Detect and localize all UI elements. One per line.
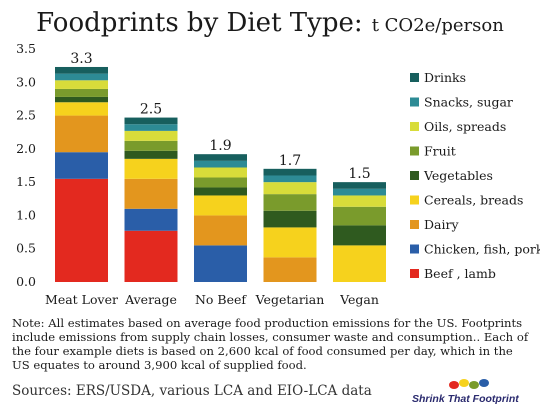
- shrink-that-footprint-logo: Shrink That Footprint: [406, 376, 534, 406]
- bar-segment: [333, 225, 386, 246]
- bar-segment: [194, 177, 247, 188]
- stacked-bar-chart: 0.0 0.5 1.0 1.5 2.0 2.5 3.0 3.5 3.3 Meat Lover 2.…: [16, 41, 540, 307]
- bar-segment: [124, 140, 178, 151]
- legend-swatch: [410, 244, 419, 254]
- footprint-icon: [449, 379, 489, 389]
- bar-segment: [263, 194, 317, 211]
- legend: Drinks Snacks, sugar Oils, spreads Fruit Veg…: [410, 70, 540, 281]
- legend-swatch: [410, 97, 419, 107]
- bar-segment: [194, 245, 247, 282]
- x-category-label: Vegan: [339, 292, 379, 307]
- legend-label: Chicken, fish, pork: [424, 242, 540, 257]
- legend-swatch: [410, 269, 419, 278]
- bar-segment: [263, 257, 317, 282]
- bar-segment: [55, 66, 108, 74]
- y-tick-label: 1.5: [16, 174, 36, 189]
- bar-segment: [55, 88, 108, 97]
- y-tick-label: 2.5: [16, 108, 36, 123]
- bar-segment: [55, 115, 108, 153]
- bar-segment: [55, 73, 108, 81]
- y-tick-label: 2.0: [16, 141, 36, 156]
- bar-segment: [194, 167, 247, 178]
- legend-label: Fruit: [424, 144, 456, 159]
- bar-segment: [194, 187, 247, 196]
- bar-segment: [55, 80, 108, 89]
- legend-label: Snacks, sugar: [424, 95, 513, 110]
- logo-text: Shrink That Footprint: [412, 393, 519, 405]
- y-tick-label: 0.5: [16, 241, 36, 256]
- bar-segment: [55, 152, 108, 179]
- legend-label: Oils, spreads: [424, 119, 506, 134]
- bar-segment: [333, 182, 386, 189]
- legend-label: Cereals, breads: [424, 193, 523, 208]
- bar-segment: [124, 158, 178, 179]
- bar-segment: [263, 227, 317, 258]
- bar-segment: [194, 195, 247, 216]
- legend-label: Vegetables: [423, 168, 493, 183]
- bar-segment: [263, 168, 317, 176]
- legend-label: Drinks: [424, 70, 466, 85]
- footnote: Note: All estimates based on average foo…: [12, 316, 529, 372]
- chart-title-unit: t CO2e/person: [371, 15, 504, 36]
- y-tick-label: 1.0: [16, 207, 36, 222]
- y-tick-label: 3.5: [16, 41, 36, 56]
- bar-segment: [124, 124, 178, 131]
- x-category-label: Meat Lover: [45, 292, 118, 307]
- bar-segment: [55, 102, 108, 116]
- y-tick-label: 0.0: [16, 274, 36, 289]
- bar-total-label: 1.5: [348, 166, 370, 182]
- chart-title: Foodprints by Diet Type: t CO2e/person: [0, 8, 540, 38]
- bar-segment: [194, 160, 247, 168]
- bar-segment: [333, 245, 386, 282]
- legend-swatch: [410, 171, 419, 180]
- legend-label: Beef , lamb: [424, 266, 496, 281]
- bar-segment: [124, 178, 178, 209]
- y-tick-label: 3.0: [16, 74, 36, 89]
- sources-text: Sources: ERS/USDA, various LCA and EIO-L…: [12, 383, 372, 399]
- bar-segment: [194, 215, 247, 246]
- legend-swatch: [410, 220, 419, 229]
- legend-swatch: [410, 73, 419, 82]
- legend-swatch: [410, 122, 419, 131]
- x-category-label: Average: [124, 292, 177, 307]
- bar-segment: [333, 188, 386, 196]
- bar-segment: [124, 230, 178, 282]
- bar-segment: [333, 195, 386, 207]
- bar-segment: [333, 206, 386, 226]
- bar-total-label: 1.9: [209, 138, 231, 154]
- bar-segment: [124, 208, 178, 231]
- x-category-label: No Beef: [195, 292, 247, 307]
- x-category-label: Vegetarian: [255, 292, 325, 307]
- bar-total-label: 2.5: [140, 102, 162, 118]
- bar-segment: [194, 154, 247, 161]
- legend-swatch: [410, 146, 419, 156]
- bar-total-label: 3.3: [70, 51, 92, 67]
- chart-title-main: Foodprints by Diet Type:: [36, 8, 363, 38]
- bar-segment: [263, 175, 317, 183]
- bar-segment: [124, 117, 178, 125]
- legend-label: Dairy: [424, 217, 459, 232]
- bar-segment: [124, 150, 178, 159]
- legend-swatch: [410, 195, 419, 205]
- bar-segment: [263, 210, 317, 228]
- y-axis: 0.0 0.5 1.0 1.5 2.0 2.5 3.0 3.5: [16, 41, 36, 289]
- bars: 3.3 Meat Lover 2.5 Average 1.9 No Beef 1.7 Vege…: [45, 51, 386, 307]
- bar-total-label: 1.7: [279, 153, 301, 169]
- bar-segment: [55, 178, 108, 282]
- bar-segment: [263, 182, 317, 195]
- bar-segment: [124, 130, 178, 141]
- bar-segment: [55, 96, 108, 103]
